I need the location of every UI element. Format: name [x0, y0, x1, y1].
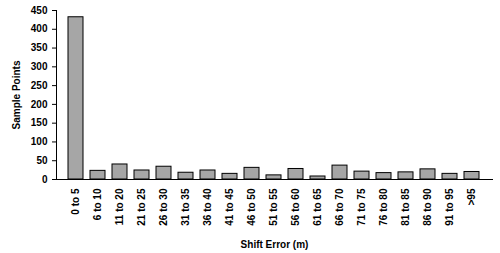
svg-text:100: 100 [31, 136, 48, 147]
svg-text:71 to 75: 71 to 75 [356, 188, 367, 226]
svg-text:56 to 60: 56 to 60 [290, 188, 301, 226]
svg-text:51 to 55: 51 to 55 [268, 188, 279, 226]
svg-text:61 to 65: 61 to 65 [312, 188, 323, 226]
svg-text:41 to 45: 41 to 45 [224, 188, 235, 226]
svg-text:86 to 90: 86 to 90 [422, 188, 433, 226]
svg-text:21 to 25: 21 to 25 [136, 188, 147, 226]
svg-text:350: 350 [31, 42, 48, 53]
svg-text:250: 250 [31, 80, 48, 91]
svg-text:>95: >95 [466, 188, 477, 205]
svg-text:Sample Points: Sample Points [11, 60, 22, 129]
svg-text:46 to 50: 46 to 50 [246, 188, 257, 226]
svg-text:31 to 35: 31 to 35 [180, 188, 191, 226]
svg-text:450: 450 [31, 5, 48, 16]
svg-text:150: 150 [31, 117, 48, 128]
svg-text:11 to 20: 11 to 20 [114, 188, 125, 225]
svg-text:36 to 40: 36 to 40 [202, 188, 213, 226]
svg-text:0 to 5: 0 to 5 [70, 188, 81, 215]
svg-text:6 to 10: 6 to 10 [92, 188, 103, 220]
svg-text:0: 0 [42, 174, 48, 185]
svg-text:66 to 70: 66 to 70 [334, 188, 345, 226]
svg-text:76 to 80: 76 to 80 [378, 188, 389, 226]
svg-text:400: 400 [31, 23, 48, 34]
svg-text:200: 200 [31, 99, 48, 110]
svg-text:50: 50 [36, 155, 48, 166]
svg-text:Shift Error (m): Shift Error (m) [241, 239, 309, 250]
svg-text:91 to 95: 91 to 95 [444, 188, 455, 226]
svg-text:300: 300 [31, 61, 48, 72]
svg-text:81 to 85: 81 to 85 [400, 188, 411, 226]
svg-text:26 to 30: 26 to 30 [158, 188, 169, 226]
